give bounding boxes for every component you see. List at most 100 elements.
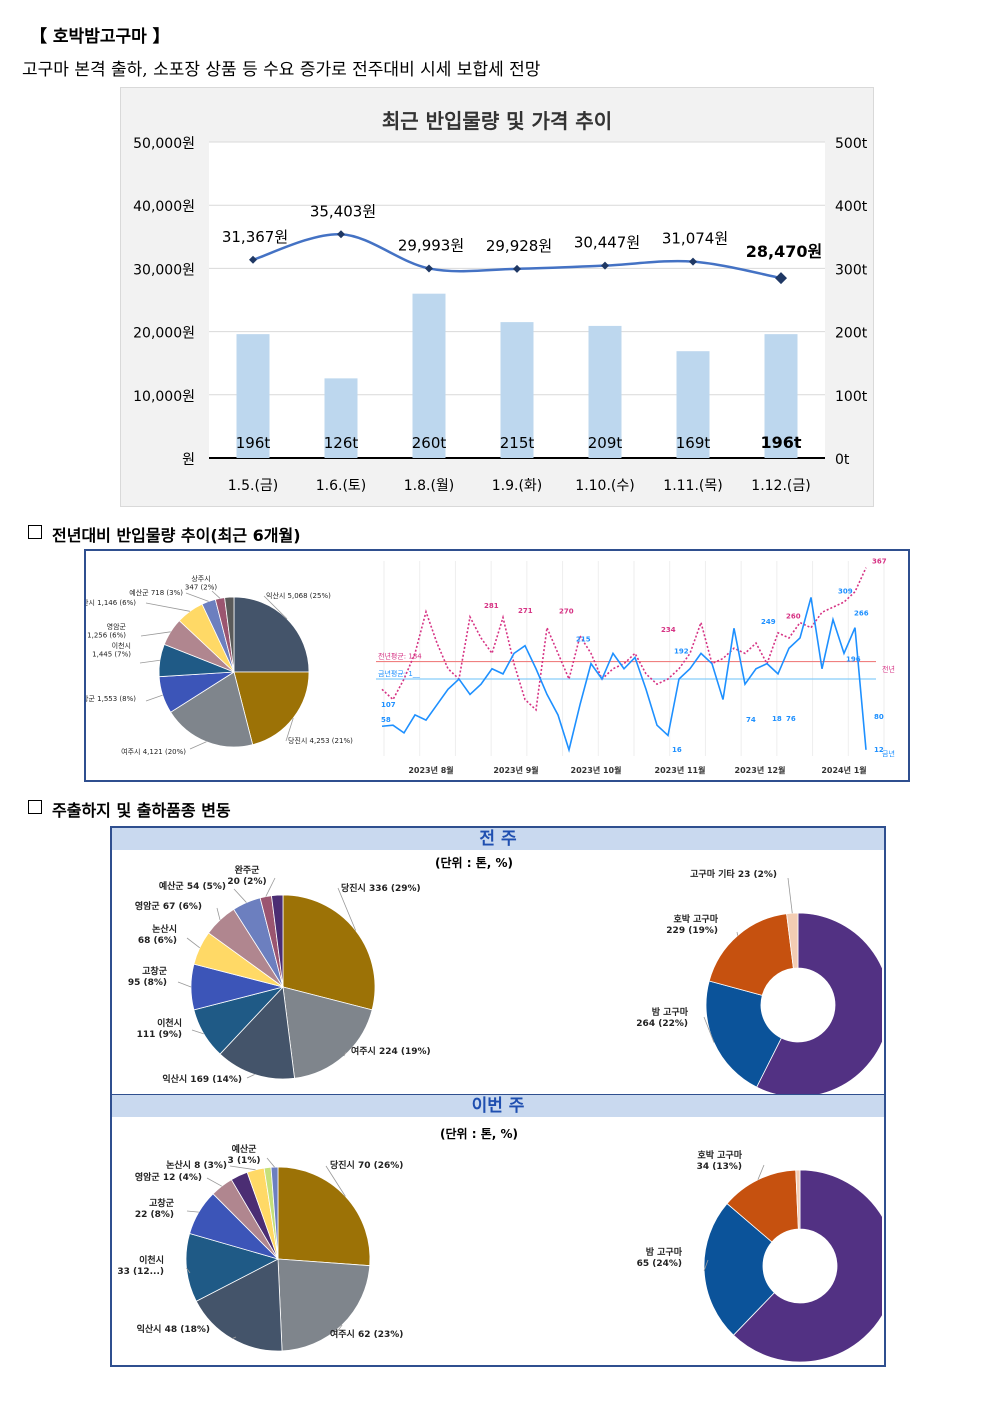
checkbox-icon (28, 800, 42, 814)
leader-line (191, 1029, 204, 1035)
section-volume-trend: 전년대비 반입물량 추이(최근 6개월) (28, 522, 301, 546)
price-marker (337, 230, 345, 239)
y-right-tick-label: 500t (835, 136, 868, 152)
leader-line (216, 907, 221, 921)
pie-slice (224, 596, 235, 673)
slice-label: 영암군 (107, 622, 127, 631)
slice-label: 논산시 8 (3%) (166, 1159, 227, 1171)
page-title: 【 호박밤고구마 】 (30, 27, 170, 47)
unit-label: (단위 : 톤, %) (435, 856, 514, 870)
volume-bar (588, 325, 622, 458)
point-label: 260 (786, 613, 801, 621)
slice-label: 호박 고구마 (697, 1149, 742, 1161)
slice-label: 이천시 (139, 1254, 164, 1266)
leader-line (206, 1177, 222, 1187)
leader-line (186, 937, 201, 949)
pie-slice (786, 912, 799, 969)
y-left-tick-label: 20,000원 (133, 326, 195, 342)
price-volume-chart: 최근 반입물량 및 가격 추이 50,000원 40,000원 30,000원 20,0… (120, 87, 874, 507)
volume-bar (236, 334, 270, 458)
price-volume-chart-svg: 최근 반입물량 및 가격 추이 50,000원 40,000원 30,000원 20,0… (133, 109, 868, 494)
leader-line (186, 1267, 191, 1274)
current-year-line (381, 597, 867, 753)
x-tick-label: 1.5.(금) (228, 478, 279, 494)
x-tick-label: 1.10.(수) (575, 478, 634, 494)
slice-label: 상주시 (191, 574, 210, 583)
slice-label: 229 (19%) (666, 926, 718, 936)
leader-line (335, 1324, 343, 1334)
volume-data-label: 196t (236, 434, 271, 452)
point-label: 266 (854, 610, 869, 618)
point-label: 270 (559, 607, 574, 615)
pie-slice (277, 1166, 371, 1267)
point-label: 16 (672, 746, 682, 754)
x-tick-label: 2023년 8월 (408, 765, 453, 775)
leader-line (140, 631, 171, 637)
slice-label: 20 (2%) (227, 877, 266, 887)
slice-label: 당진시 336 (29%) (341, 882, 421, 894)
slice-label: 22 (8%) (135, 1210, 174, 1220)
slice-label: 논산시 1,146 (6%) (86, 598, 136, 607)
slice-label: 밤 고구마 (646, 1246, 683, 1258)
pie-slice (282, 894, 376, 1011)
leader-line (139, 659, 160, 664)
leader-line (736, 931, 739, 936)
point-label: 74 (746, 716, 756, 724)
band-last-week: 전 주 (112, 828, 884, 850)
leader-line (231, 1336, 237, 1339)
y-left-tick-label: 50,000원 (133, 136, 195, 152)
price-marker (513, 264, 521, 273)
point-label: 196 (846, 655, 861, 663)
point-label: 249 (761, 618, 776, 626)
price-marker (425, 264, 433, 273)
x-tick-label: 1.11.(목) (663, 478, 722, 494)
volume-data-label: 260t (412, 434, 447, 452)
leader-line (145, 602, 190, 612)
point-label: 12 (874, 746, 884, 754)
slice-label: 예산군 54 (5%) (159, 880, 226, 892)
price-data-label: 29,993원 (398, 236, 464, 254)
legend-label: 전년 (882, 664, 895, 673)
point-label: 80 (874, 713, 884, 721)
volume-bar (764, 334, 798, 458)
slice-label: 영암군 12 (4%) (135, 1171, 202, 1183)
slice-label: 익산시 169 (14%) (162, 1073, 242, 1085)
point-label: 215 (576, 636, 591, 644)
x-tick-label: 1.12.(금) (751, 478, 810, 494)
avg-label: 전년평균: 184 (378, 652, 422, 661)
x-tick-label: 2024년 1월 (821, 765, 866, 775)
price-data-label: 29,928원 (486, 237, 552, 255)
point-label: 271 (518, 607, 533, 615)
y-right-tick-label: 0t (835, 452, 850, 468)
leader-line (787, 877, 793, 914)
unit-label: (단위 : 톤, %) (440, 1127, 519, 1141)
y-right-tick-label: 400t (835, 199, 868, 215)
leader-line (285, 717, 294, 742)
legend-label: 금년 (882, 749, 895, 758)
slice-label: 당진시 70 (26%) (330, 1159, 403, 1171)
slice-label: 111 (9%) (137, 1030, 182, 1040)
slice-label: 34 (13%) (697, 1162, 742, 1172)
slice-label: 264 (22%) (636, 1019, 688, 1029)
pie-slice (795, 1169, 801, 1230)
volume-bar (412, 293, 446, 458)
price-data-label: 28,470원 (746, 242, 822, 261)
leader-line (145, 694, 163, 702)
section-title: 전년대비 반입물량 추이(최근 6개월) (52, 526, 301, 545)
x-tick-label: 1.9.(화) (492, 478, 543, 494)
band-this-week: 이번 주 (112, 1094, 884, 1117)
pie-slice (277, 1258, 371, 1352)
pie-slice (195, 1258, 283, 1352)
y-right-tick-label: 100t (835, 389, 868, 405)
volume-bar (676, 351, 710, 458)
price-data-label: 31,367원 (222, 228, 288, 246)
slice-label: 68 (6%) (138, 936, 177, 946)
pie-slice (703, 1203, 775, 1336)
leader-line (177, 981, 192, 988)
slice-label: 고창군 1,553 (8%) (86, 695, 136, 703)
slice-label: 33 (12...) (117, 1267, 164, 1277)
volume-trend-panel: 익산시 5,068 (25%) 당진시 4,253 (21%) 여주시 4,121 … (84, 549, 910, 782)
volume-bar (500, 322, 534, 458)
slice-label: 이천시 (157, 1017, 182, 1029)
